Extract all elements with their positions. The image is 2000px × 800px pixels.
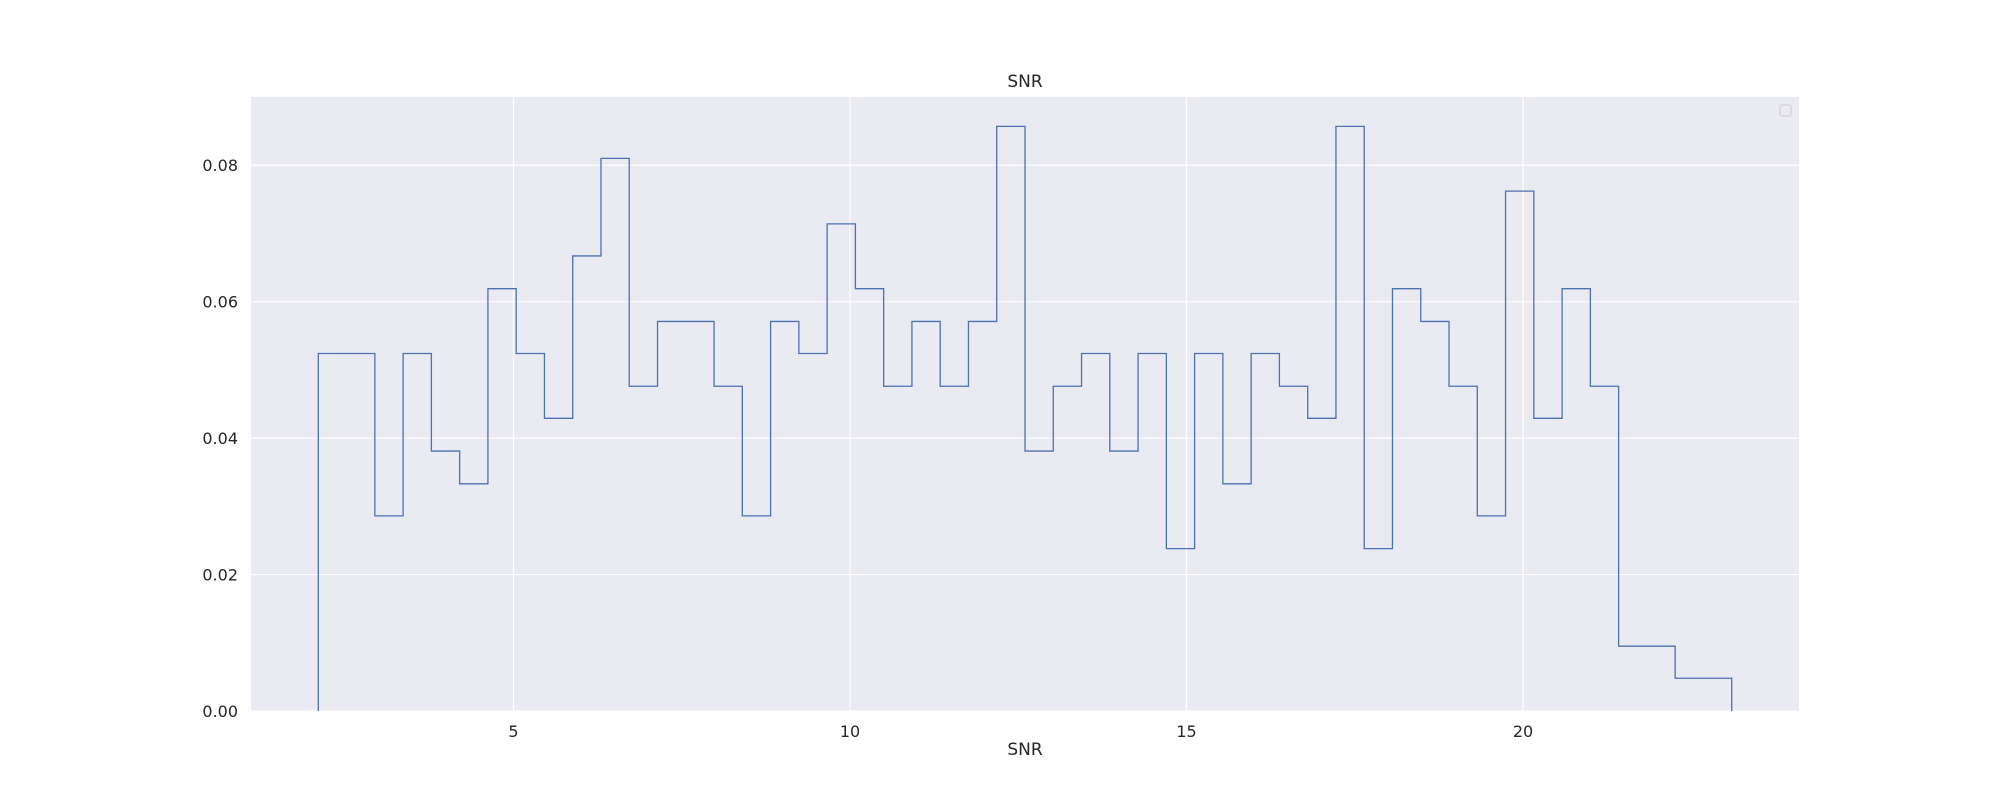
- histogram-step-line: [317, 125, 1733, 711]
- chart-title: SNR: [1007, 72, 1043, 92]
- y-tick-label: 0.08: [202, 156, 238, 175]
- x-tick-label: 20: [1513, 722, 1533, 741]
- x-axis-label: SNR: [1007, 740, 1043, 760]
- y-tick-label: 0.00: [202, 702, 238, 721]
- x-tick-label: 5: [508, 722, 518, 741]
- y-tick-label: 0.04: [202, 429, 238, 448]
- y-axis-ticks: 0.00 0.02 0.04 0.06 0.08: [202, 156, 238, 721]
- x-tick-label: 15: [1176, 722, 1196, 741]
- x-axis-ticks: 5 10 15 20: [508, 722, 1533, 741]
- legend-box: [1779, 104, 1792, 117]
- y-tick-label: 0.06: [202, 293, 238, 312]
- y-tick-label: 0.02: [202, 566, 238, 585]
- grid-lines: [251, 97, 1799, 712]
- x-tick-label: 10: [840, 722, 860, 741]
